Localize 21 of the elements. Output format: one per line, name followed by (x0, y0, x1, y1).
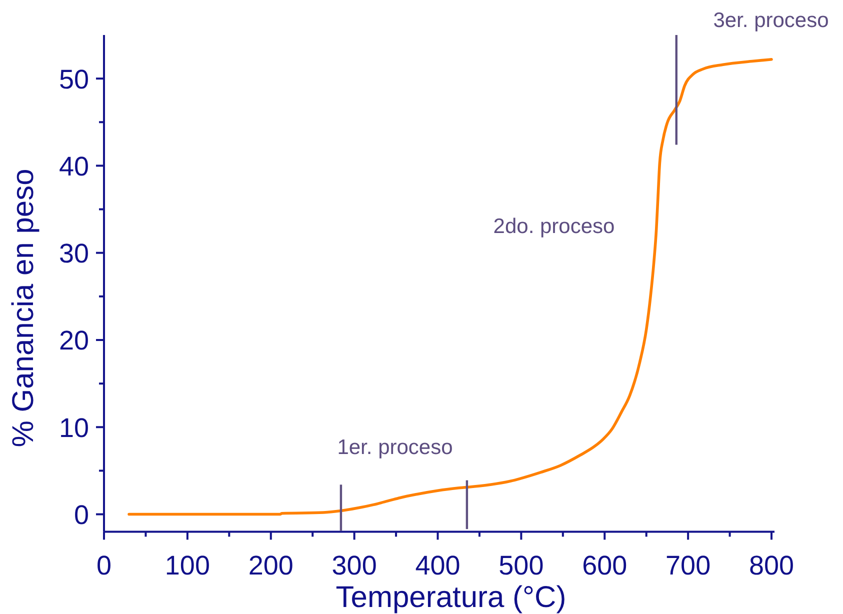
y-tick-label: 0 (74, 500, 89, 530)
x-tick-label: 0 (96, 550, 112, 581)
x-tick-label: 600 (582, 550, 628, 581)
y-tick-label: 20 (58, 326, 89, 356)
x-tick-label: 500 (498, 550, 544, 581)
y-tick-label: 30 (58, 238, 89, 269)
x-tick-label: 300 (332, 550, 377, 581)
y-tick-label: 50 (58, 64, 89, 94)
annotation: 2do. proceso (493, 215, 615, 238)
annotation: 1er. proceso (337, 436, 453, 459)
y-tick-label: 10 (58, 412, 89, 443)
x-tick-label: 400 (415, 550, 460, 581)
y-tick-label: 40 (58, 151, 89, 182)
line-series (128, 58, 773, 516)
x-tick-label: 100 (164, 550, 210, 581)
x-tick-label: 200 (248, 550, 294, 581)
text: 3er. proceso (713, 9, 829, 32)
y-axis-title: % Ganancia en peso (7, 168, 40, 448)
x-tick-label: 700 (666, 550, 711, 581)
x-axis-title: Temperatura (°C) (336, 581, 566, 614)
x-tick-label: 800 (748, 550, 794, 581)
